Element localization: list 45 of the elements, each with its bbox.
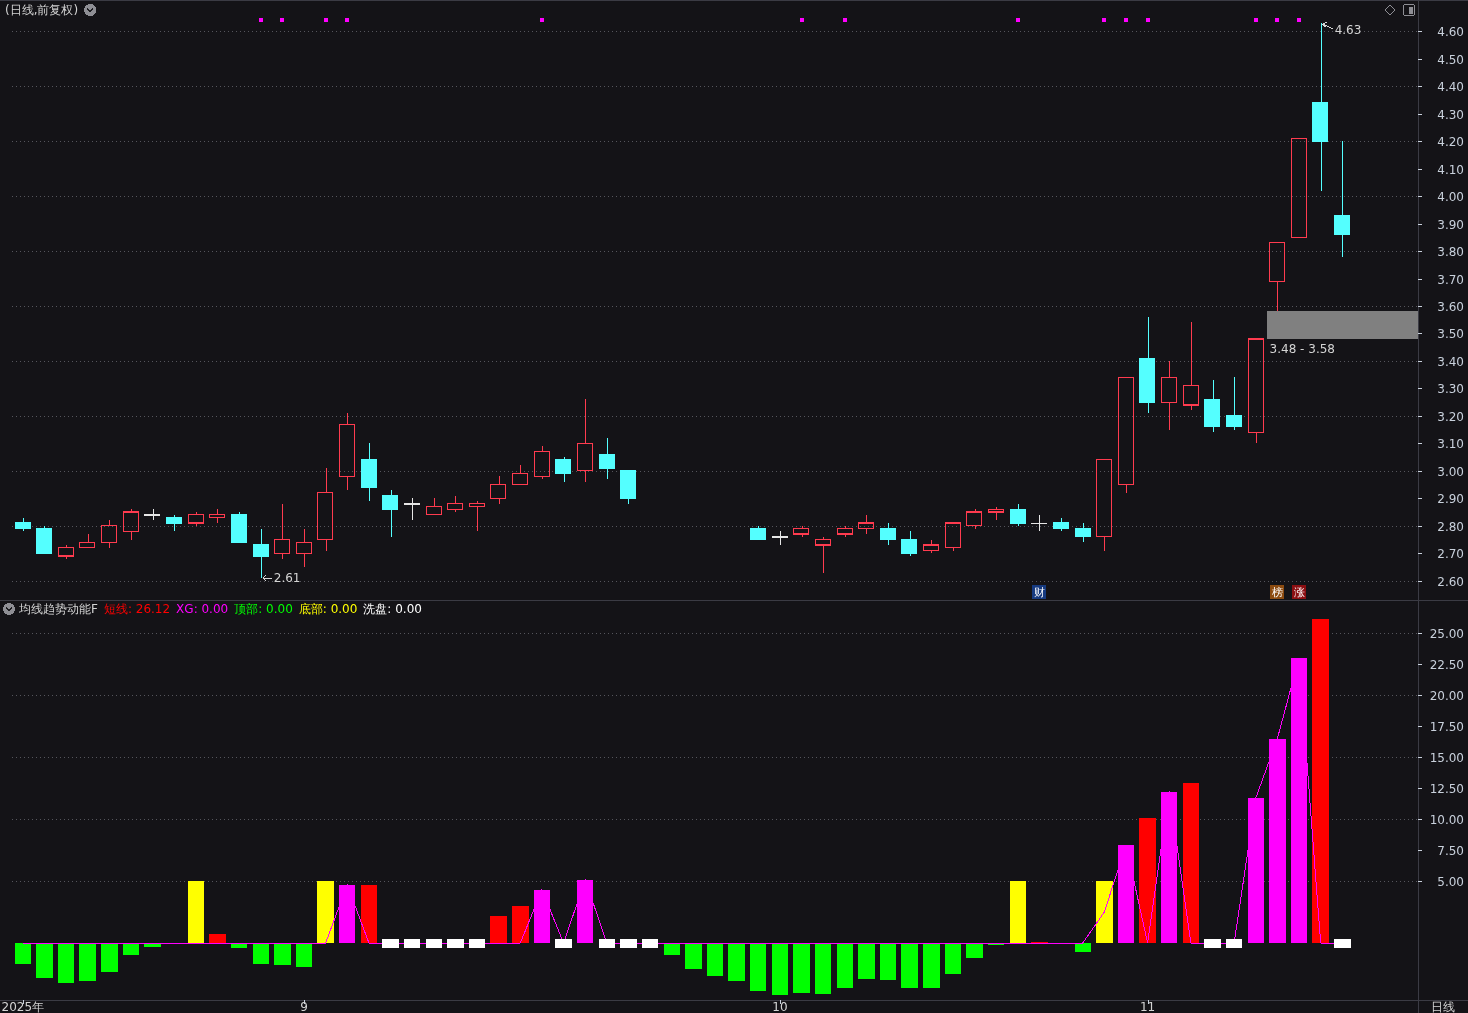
y-tick-label: 3.50 [1437, 326, 1464, 341]
y-tick-label: 3.60 [1437, 299, 1464, 314]
y-tick-label: 2.70 [1437, 546, 1464, 561]
y-tick-label: 22.50 [1429, 657, 1464, 672]
x-tick-label: 11 [1139, 999, 1156, 1013]
y-tick-label: 4.00 [1437, 189, 1464, 204]
y-tick-label: 3.80 [1437, 244, 1464, 259]
y-tick-label: 4.60 [1437, 24, 1464, 39]
text: 日线 [1431, 999, 1455, 1013]
x-tick-label: 10 [772, 999, 788, 1013]
x-tick-label: 2025年 [1, 999, 45, 1013]
y-tick-label: 20.00 [1429, 688, 1464, 703]
y-tick-label: 12.50 [1429, 781, 1464, 796]
text: 洗盘: 0.00 [363, 602, 422, 616]
y-tick-label: 3.00 [1437, 464, 1464, 479]
text: 底部: 0.00 [298, 602, 358, 616]
y-tick-label: 4.50 [1437, 52, 1464, 67]
band-label: 3.48 - 3.58 [1269, 341, 1335, 356]
y-tick-label: 3.90 [1437, 217, 1464, 232]
y-tick-label: 4.40 [1437, 79, 1464, 94]
y-tick-label: 15.00 [1429, 750, 1464, 765]
y-tick-label: 7.50 [1437, 843, 1464, 858]
y-tick-label: 17.50 [1429, 719, 1464, 734]
y-tick-label: 4.10 [1437, 162, 1464, 177]
y-tick-label: 4.30 [1437, 107, 1464, 122]
y-tick-label: 2.90 [1437, 491, 1464, 506]
y-tick-label: 3.70 [1437, 272, 1464, 287]
text: 顶部: 0.00 [234, 602, 293, 616]
y-tick-label: 2.80 [1437, 519, 1464, 534]
y-tick-label: 10.00 [1429, 812, 1464, 827]
x-tick-label: 9 [300, 999, 308, 1013]
y-tick-label: 5.00 [1437, 874, 1464, 889]
chart-title: (日线,前复权) [5, 3, 79, 17]
y-tick-label: 3.20 [1437, 409, 1464, 424]
y-tick-label: 2.60 [1437, 574, 1464, 589]
chart-title: 均线趋势动能F [18, 602, 98, 616]
y-tick-label: 25.00 [1429, 626, 1464, 641]
text: 短线: 26.12 [103, 602, 171, 616]
annotation: 4.63 [1334, 22, 1362, 37]
y-tick-label: 3.40 [1437, 354, 1464, 369]
y-tick-label: 3.10 [1437, 436, 1464, 451]
annotation: 2.61 [273, 571, 301, 586]
y-tick-label: 4.20 [1437, 134, 1464, 149]
y-tick-label: 3.30 [1437, 381, 1464, 396]
text: XG: 0.00 [176, 602, 229, 616]
